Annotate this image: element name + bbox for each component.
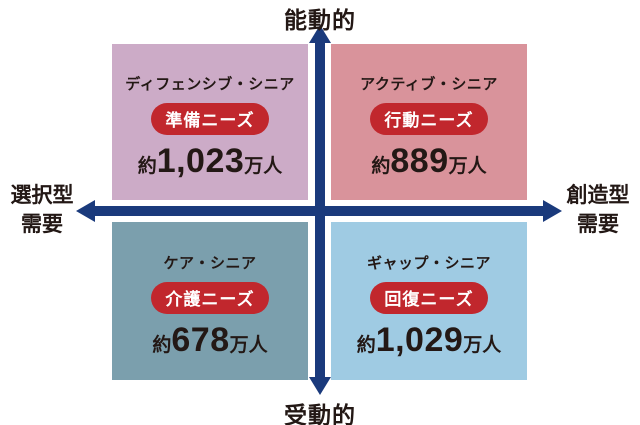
needs-badge: 介護ニーズ [151, 281, 269, 314]
value-number: 1,023 [156, 141, 245, 180]
needs-badge: 回復ニーズ [370, 281, 488, 314]
value-prefix: 約 [152, 334, 172, 356]
population-value: 約 1,029 万人 [357, 323, 502, 357]
value-number: 889 [390, 141, 449, 180]
axis-label-selective-line1: 選択型 [10, 184, 74, 207]
axis-label-creative-line1: 創造型 [566, 184, 630, 207]
quadrant-bottom-left: ケア・シニア 介護ニーズ 約 678 万人 [112, 222, 308, 380]
population-value: 約 678 万人 [152, 323, 267, 357]
needs-badge: 準備ニーズ [151, 102, 269, 135]
value-suffix: 万人 [463, 334, 502, 356]
segment-title: ケア・シニア [163, 254, 257, 272]
quadrant-bottom-right: ギャップ・シニア 回復ニーズ 約 1,029 万人 [331, 222, 527, 380]
value-suffix: 万人 [448, 155, 487, 177]
value-number: 678 [171, 320, 230, 359]
population-value: 約 1,023 万人 [138, 144, 283, 178]
value-prefix: 約 [371, 155, 391, 177]
value-prefix: 約 [137, 155, 157, 177]
segment-title: ディフェンシブ・シニア [125, 75, 295, 93]
axis-label-passive: 受動的 [284, 402, 356, 425]
segment-title: ギャップ・シニア [366, 254, 491, 272]
value-prefix: 約 [356, 334, 376, 356]
needs-badge: 行動ニーズ [370, 102, 488, 135]
value-suffix: 万人 [229, 334, 268, 356]
down-arrowhead-icon [309, 377, 331, 395]
population-value: 約 889 万人 [371, 144, 486, 178]
axis-label-selective-demand: 選択型 需要 [6, 181, 78, 240]
left-arrowhead-icon [76, 200, 95, 222]
segment-title: アクティブ・シニア [360, 75, 498, 93]
axis-label-selective-line2: 需要 [21, 213, 63, 237]
right-arrowhead-icon [543, 200, 562, 222]
value-number: 1,029 [375, 320, 464, 359]
axis-label-creative-demand: 創造型 需要 [562, 181, 634, 240]
value-suffix: 万人 [244, 155, 283, 177]
quadrant-top-left: ディフェンシブ・シニア 準備ニーズ 約 1,023 万人 [112, 44, 308, 200]
axis-label-creative-line2: 需要 [577, 213, 619, 237]
axis-label-active: 能動的 [284, 7, 356, 33]
quadrant-top-right: アクティブ・シニア 行動ニーズ 約 889 万人 [331, 44, 527, 200]
